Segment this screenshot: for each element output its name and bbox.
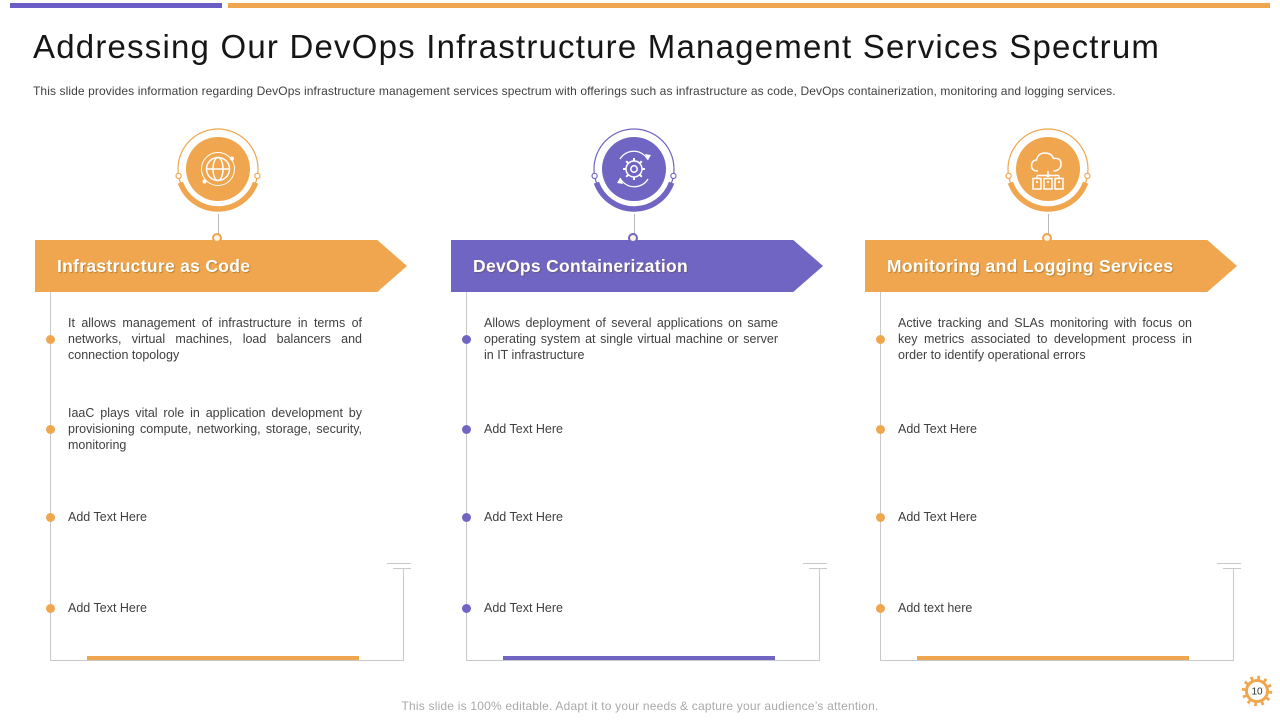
gear-cycle-icon [591,128,677,212]
bullet-dot [876,334,885,344]
bullet-dot [462,603,471,613]
column-infrastructure-as-code: Infrastructure as Code It allows managem… [35,128,411,675]
page-number: 10 [1251,687,1263,698]
column-frame-tick [803,563,827,564]
page-subtitle: This slide provides information regardin… [33,84,1116,98]
list-item: It allows management of infrastructure i… [35,315,375,363]
list-item-placeholder[interactable]: Add Text Here [865,509,1205,525]
column-frame-tick [1223,568,1241,569]
icon-connector-line [218,214,219,242]
bullet-dot [462,512,471,522]
bullet-dot [46,603,55,613]
bullet-dot [876,603,885,613]
bullet-dot [876,424,885,434]
add-text-placeholder[interactable]: Add Text Here [68,601,147,615]
banner-label: DevOps Containerization [473,255,688,276]
list-item-placeholder[interactable]: Add Text Here [451,421,791,437]
column-frame-bottom [880,660,1234,661]
bullet-text: IaaC plays vital role in application dev… [68,406,362,452]
list-item-placeholder[interactable]: Add Text Here [35,600,375,616]
column-frame-tick [809,568,827,569]
bullet-text: Active tracking and SLAs monitoring with… [898,316,1192,362]
list-item: IaaC plays vital role in application dev… [35,405,375,453]
column-frame-left [50,292,51,660]
cloud-servers-icon [1005,128,1091,212]
add-text-placeholder[interactable]: Add Text Here [484,422,563,436]
column-accent-underline [503,656,775,660]
list-item-placeholder[interactable]: Add Text Here [451,509,791,525]
list-item: Active tracking and SLAs monitoring with… [865,315,1205,363]
column-frame-bottom [466,660,820,661]
column-accent-underline [917,656,1189,660]
banner-devops-containerization: DevOps Containerization [451,240,823,292]
column-devops-containerization: DevOps Containerization Allows deploymen… [451,128,827,675]
column-frame-right [403,568,404,661]
list-item-placeholder[interactable]: Add Text Here [451,600,791,616]
column-frame-right [819,568,820,661]
bullet-dot [46,424,55,434]
banner-monitoring-logging: Monitoring and Logging Services [865,240,1237,292]
page-title: Addressing Our DevOps Infrastructure Man… [33,28,1161,65]
icon-connector-line [634,214,635,242]
icon-connector-line [1048,214,1049,242]
bullet-dot [46,334,55,344]
add-text-placeholder[interactable]: Add Text Here [484,601,563,615]
add-text-placeholder[interactable]: Add Text Here [484,510,563,524]
list-item-placeholder[interactable]: Add text here [865,600,1205,616]
list-item-placeholder[interactable]: Add Text Here [35,509,375,525]
column-frame-left [466,292,467,660]
page-number-badge: 10 [1241,675,1273,707]
icon-connector-dot [1042,233,1052,243]
column-frame-tick [393,568,411,569]
bullet-dot [876,512,885,522]
banner-label: Monitoring and Logging Services [887,255,1174,276]
list-item: Allows deployment of several application… [451,315,791,363]
globe-network-icon [175,128,261,212]
icon-connector-dot [628,233,638,243]
column-frame-left [880,292,881,660]
column-accent-underline [87,656,359,660]
top-accent-bar-orange [228,3,1270,8]
column-frame-tick [1217,563,1241,564]
bullet-dot [462,334,471,344]
column-frame-bottom [50,660,404,661]
footer-note: This slide is 100% editable. Adapt it to… [401,699,879,713]
add-text-placeholder[interactable]: Add text here [898,601,973,615]
list-item-placeholder[interactable]: Add Text Here [865,421,1205,437]
column-frame-right [1233,568,1234,661]
bullet-dot [462,424,471,434]
column-frame-tick [387,563,411,564]
icon-connector-dot [212,233,222,243]
add-text-placeholder[interactable]: Add Text Here [898,510,977,524]
bullet-dot [46,512,55,522]
top-accent-bar-purple [10,3,222,8]
bullet-text: It allows management of infrastructure i… [68,316,362,362]
add-text-placeholder[interactable]: Add Text Here [68,510,147,524]
column-monitoring-logging: Monitoring and Logging Services Active t… [865,128,1241,675]
banner-infrastructure-as-code: Infrastructure as Code [35,240,407,292]
add-text-placeholder[interactable]: Add Text Here [898,422,977,436]
banner-label: Infrastructure as Code [57,255,251,276]
bullet-text: Allows deployment of several application… [484,316,778,362]
